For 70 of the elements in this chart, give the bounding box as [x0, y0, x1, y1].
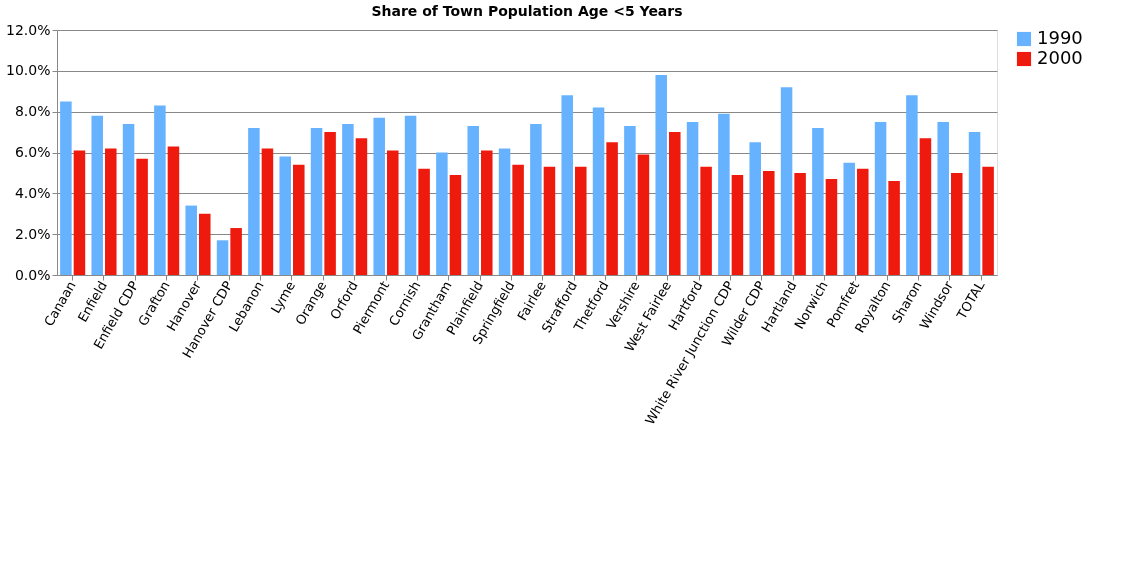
bar [436, 152, 448, 275]
bar [481, 150, 493, 275]
bar [167, 146, 180, 275]
bar [780, 87, 793, 275]
bar [561, 95, 573, 275]
y-tick-label: 2.0% [14, 225, 51, 242]
bar [199, 213, 211, 275]
bar [261, 148, 274, 275]
bar [968, 132, 981, 275]
bar [512, 164, 524, 275]
bar [686, 121, 699, 275]
bar [279, 156, 291, 275]
bar [857, 168, 869, 275]
legend-label: 1990 [1037, 27, 1083, 48]
bar [624, 125, 636, 275]
legend-label: 2000 [1037, 47, 1083, 68]
y-tick-label: 4.0% [14, 184, 51, 201]
bar [105, 148, 117, 275]
bar [310, 128, 323, 275]
bar [718, 113, 730, 275]
y-tick-label: 12.0% [6, 21, 51, 38]
bar [888, 181, 900, 275]
bar [874, 121, 887, 275]
bar [606, 142, 618, 275]
bar [154, 105, 166, 275]
bar [136, 158, 148, 275]
bar [342, 123, 354, 275]
bar [373, 117, 385, 275]
chart-title: Share of Town Population Age <5 Years [371, 3, 683, 19]
bar [919, 138, 932, 275]
bar [843, 162, 855, 275]
bar [812, 128, 824, 275]
y-tick-label: 8.0% [14, 103, 51, 120]
bar [467, 125, 479, 275]
bar [669, 132, 681, 275]
bar [731, 174, 744, 275]
bar [530, 123, 542, 275]
bar [937, 121, 949, 275]
bar [982, 166, 994, 275]
bar [951, 172, 963, 275]
bar [637, 154, 650, 275]
bar [498, 148, 511, 275]
bar [418, 168, 430, 275]
bar [387, 150, 399, 275]
bar [825, 179, 838, 275]
bar [449, 174, 462, 275]
bar [230, 228, 242, 275]
bar [355, 138, 368, 275]
bar [293, 164, 305, 275]
bar [60, 101, 72, 275]
bar [324, 132, 336, 275]
bar [404, 115, 417, 275]
bar [655, 74, 667, 275]
bar [122, 123, 135, 275]
bar [906, 95, 918, 275]
bar [700, 166, 712, 275]
bar [763, 170, 775, 275]
bar [73, 150, 86, 275]
y-tick-label: 0.0% [14, 266, 51, 283]
bar [592, 107, 605, 275]
bar [185, 205, 197, 275]
bar [91, 115, 103, 275]
bar [248, 128, 260, 275]
bar [543, 166, 556, 275]
bar [216, 240, 229, 275]
bar [575, 166, 587, 275]
y-tick-label: 10.0% [6, 62, 51, 79]
y-tick-label: 6.0% [14, 144, 51, 160]
bar [749, 142, 761, 275]
bar [794, 172, 806, 275]
